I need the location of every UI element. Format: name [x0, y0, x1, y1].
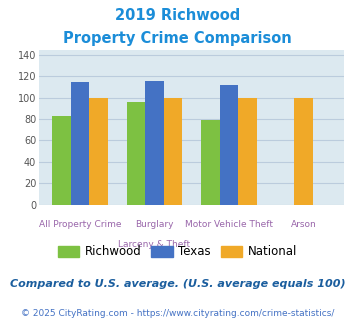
Bar: [145, 81, 164, 205]
Bar: [238, 98, 257, 205]
Text: Compared to U.S. average. (U.S. average equals 100): Compared to U.S. average. (U.S. average …: [10, 279, 345, 289]
Legend: Richwood, Texas, National: Richwood, Texas, National: [54, 242, 301, 262]
Text: All Property Crime: All Property Crime: [39, 220, 121, 229]
Text: Burglary: Burglary: [135, 220, 174, 229]
Bar: [220, 85, 238, 205]
Bar: [126, 102, 145, 205]
Text: Arson: Arson: [290, 220, 316, 229]
Text: Larceny & Theft: Larceny & Theft: [119, 240, 191, 249]
Bar: [71, 82, 89, 205]
Bar: [89, 98, 108, 205]
Text: 2019 Richwood: 2019 Richwood: [115, 8, 240, 23]
Bar: [164, 98, 182, 205]
Text: Motor Vehicle Theft: Motor Vehicle Theft: [185, 220, 273, 229]
Bar: [201, 120, 220, 205]
Bar: [52, 116, 71, 205]
Text: Property Crime Comparison: Property Crime Comparison: [63, 31, 292, 46]
Bar: [294, 98, 313, 205]
Text: © 2025 CityRating.com - https://www.cityrating.com/crime-statistics/: © 2025 CityRating.com - https://www.city…: [21, 309, 334, 317]
